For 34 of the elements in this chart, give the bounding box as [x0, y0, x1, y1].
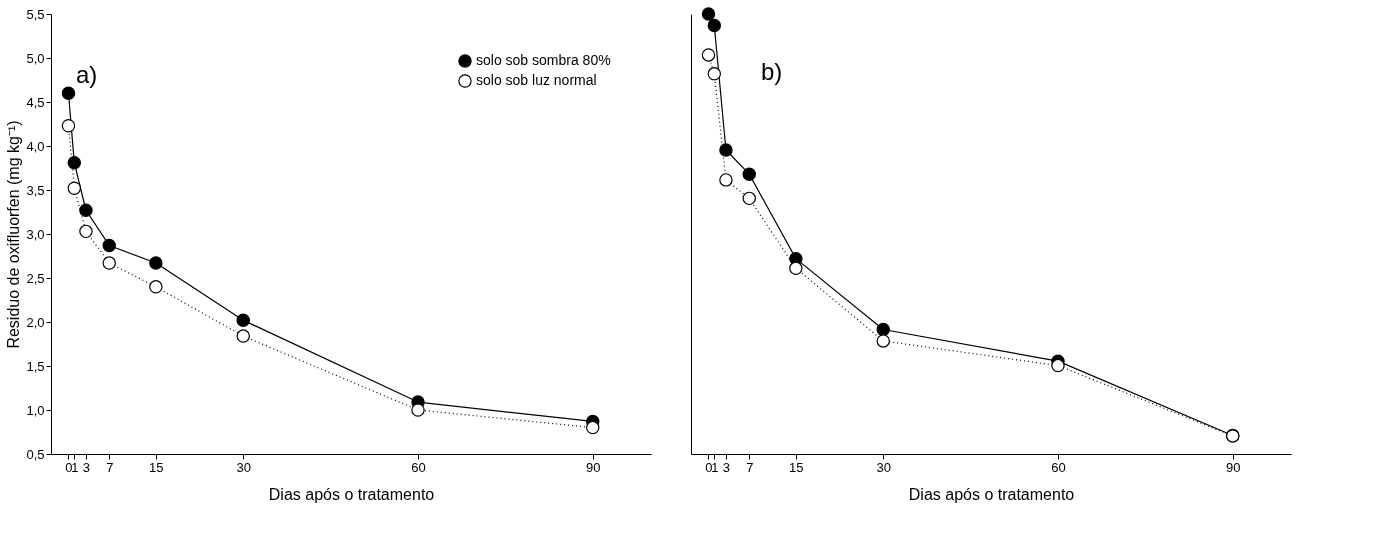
- y-tick-label: 3,0: [26, 226, 45, 242]
- x-tick-label: 15: [789, 459, 804, 475]
- x-tick-label: 3: [82, 459, 91, 475]
- x-tick-label: 90: [586, 459, 601, 475]
- text: a): [75, 61, 98, 88]
- y-tick-label: 0,5: [26, 446, 45, 462]
- y-tick-label: 1,5: [26, 358, 45, 374]
- x-tick-label: 90: [1226, 459, 1241, 475]
- x-tick-label: 0: [65, 459, 73, 475]
- legend-label: solo sob sombra 80%: [476, 52, 611, 68]
- x-tick-label: 60: [411, 459, 426, 475]
- x-tick-label: 3: [722, 459, 731, 475]
- x-tick-label: 30: [236, 459, 251, 475]
- x-axis-title: Dias após o tratamento: [908, 485, 1075, 503]
- x-tick-label: 0: [705, 459, 713, 475]
- y-tick-label: 4,5: [26, 94, 45, 110]
- y-tick-label: 5,5: [26, 6, 45, 22]
- x-tick-label: 1: [711, 459, 719, 475]
- x-tick-label: 15: [149, 459, 164, 475]
- x-tick-label: 60: [1051, 459, 1066, 475]
- x-tick-label: 7: [106, 459, 114, 475]
- y-axis-title: Residuo de oxifluorfen (mg kg⁻¹): [5, 120, 23, 349]
- x-tick-label: 7: [746, 459, 754, 475]
- y-tick-label: 1,0: [26, 402, 45, 418]
- y-tick-label: 2,5: [26, 270, 45, 286]
- y-tick-label: 5,0: [26, 50, 45, 66]
- x-tick-label: 30: [876, 459, 891, 475]
- x-axis-title: Dias após o tratamento: [268, 485, 435, 503]
- y-tick-label: 3,5: [26, 182, 45, 198]
- text: b): [761, 58, 783, 86]
- legend-label: solo sob luz normal: [476, 72, 597, 88]
- y-tick-label: 2,0: [26, 314, 45, 330]
- y-tick-label: 4,0: [26, 138, 45, 154]
- x-tick-label: 1: [71, 459, 79, 475]
